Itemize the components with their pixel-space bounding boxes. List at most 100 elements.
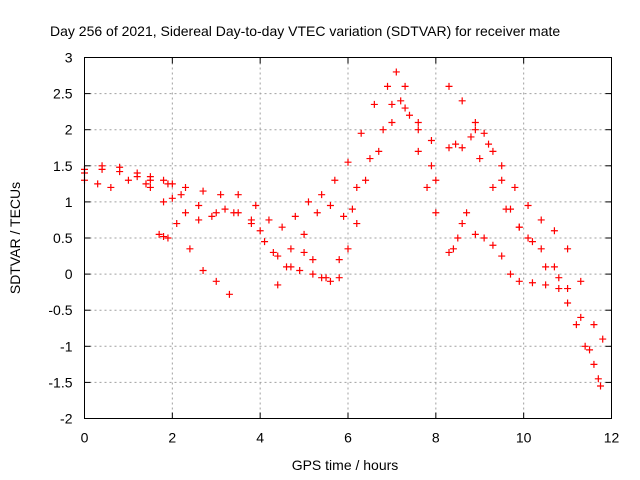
data-point <box>485 140 493 148</box>
data-point <box>313 209 321 217</box>
y-tick-label: 2 <box>65 122 73 138</box>
y-tick-label: 1 <box>65 194 73 210</box>
data-point <box>344 245 352 253</box>
data-point <box>454 234 462 242</box>
data-point <box>107 183 115 191</box>
data-point <box>199 187 207 195</box>
data-point <box>542 281 550 289</box>
data-point <box>304 198 312 206</box>
data-point <box>344 158 352 166</box>
data-point <box>256 227 264 235</box>
data-point <box>405 111 413 119</box>
data-point <box>160 176 168 184</box>
data-point <box>581 342 589 350</box>
data-point <box>331 176 339 184</box>
data-point <box>590 321 598 329</box>
series-track-7 <box>471 118 602 383</box>
data-point <box>597 382 605 390</box>
series-track-9 <box>471 230 563 293</box>
data-point <box>480 129 488 137</box>
data-point <box>397 97 405 105</box>
data-point <box>160 233 168 241</box>
data-point <box>274 252 282 260</box>
data-point <box>309 270 317 278</box>
data-point <box>511 183 519 191</box>
data-point <box>335 274 343 282</box>
data-point <box>326 277 334 285</box>
x-tick-label: 12 <box>604 430 620 446</box>
data-point <box>432 209 440 217</box>
plot-frame <box>84 57 612 419</box>
data-point <box>528 238 536 246</box>
data-point <box>300 230 308 238</box>
data-point <box>287 263 295 271</box>
data-point <box>515 277 523 285</box>
data-point <box>353 183 361 191</box>
data-point <box>392 68 400 76</box>
data-point <box>480 234 488 242</box>
y-tick-label: -1 <box>60 338 73 354</box>
data-point <box>124 176 132 184</box>
data-point <box>348 205 356 213</box>
data-point <box>146 183 154 191</box>
y-tick-label: 3 <box>65 50 73 66</box>
series-track-2 <box>81 97 440 282</box>
data-point <box>98 165 106 173</box>
data-point <box>116 168 124 176</box>
data-point <box>261 238 269 246</box>
data-point <box>550 263 558 271</box>
data-point <box>427 162 435 170</box>
y-tick-label: -1.5 <box>48 374 72 390</box>
data-point <box>555 274 563 282</box>
y-tick-label: -0.5 <box>48 302 72 318</box>
data-point <box>401 82 409 90</box>
y-tick-label: 0 <box>65 266 73 282</box>
y-axis-label: SDTVAR / TECUs <box>7 182 23 294</box>
data-point <box>274 281 282 289</box>
data-points <box>81 68 607 390</box>
data-point <box>94 180 102 188</box>
data-point <box>388 118 396 126</box>
data-point <box>452 140 460 148</box>
data-point <box>498 252 506 260</box>
data-point <box>217 191 225 199</box>
data-point <box>577 277 585 285</box>
x-tick-label: 8 <box>432 430 440 446</box>
data-point <box>173 220 181 228</box>
data-point <box>234 209 242 217</box>
data-point <box>427 137 435 145</box>
data-point <box>225 290 233 298</box>
data-point <box>590 360 598 368</box>
data-point <box>379 126 387 134</box>
series-track-3 <box>81 100 435 260</box>
data-point <box>528 279 536 287</box>
series-track-12 <box>155 230 172 242</box>
data-point <box>414 118 422 126</box>
grid <box>84 57 612 419</box>
data-point <box>164 180 172 188</box>
series-track-10 <box>445 209 471 256</box>
data-point <box>537 245 545 253</box>
data-point <box>155 230 163 238</box>
data-point <box>555 285 563 293</box>
data-point <box>296 266 304 274</box>
data-point <box>353 220 361 228</box>
data-point <box>458 97 466 105</box>
data-point <box>467 133 475 141</box>
x-tick-label: 2 <box>168 430 176 446</box>
data-point <box>221 205 229 213</box>
data-point <box>524 202 532 210</box>
data-point <box>572 321 580 329</box>
series-track-8 <box>467 133 605 390</box>
data-point <box>384 82 392 90</box>
data-point <box>423 183 431 191</box>
data-point <box>370 100 378 108</box>
data-point <box>542 263 550 271</box>
data-point <box>182 209 190 217</box>
x-axis-label: GPS time / hours <box>292 457 399 473</box>
data-point <box>476 155 484 163</box>
data-point <box>177 191 185 199</box>
series-track-4 <box>146 183 233 298</box>
data-point <box>471 118 479 126</box>
data-point <box>401 104 409 112</box>
